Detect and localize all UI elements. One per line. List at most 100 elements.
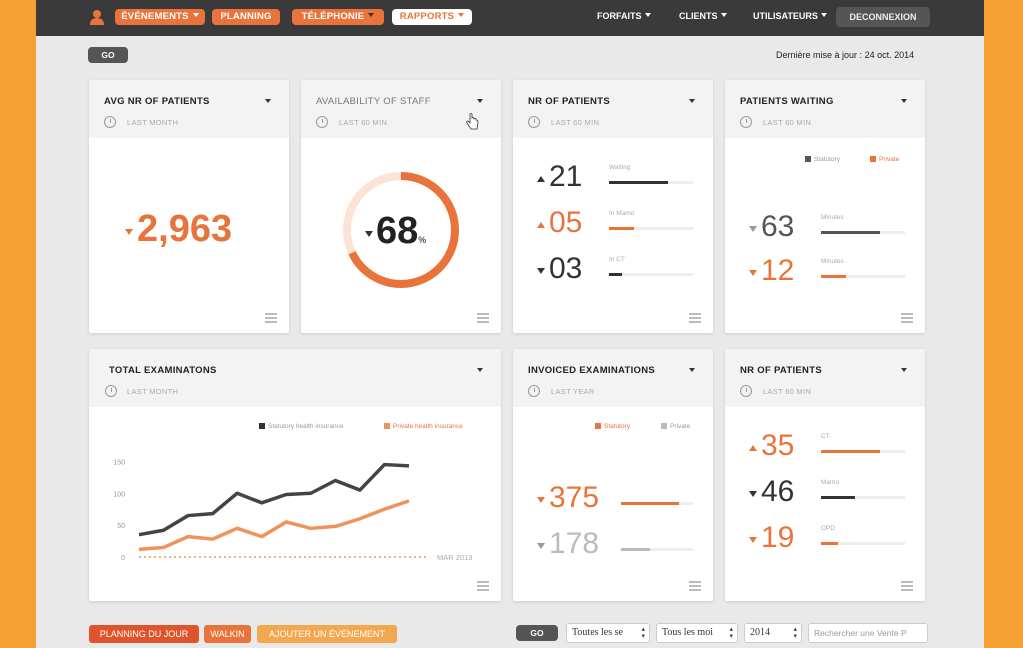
x-axis-label: MAR 2013 xyxy=(437,553,472,562)
menu-icon[interactable] xyxy=(901,313,913,323)
legend-label: Statutory xyxy=(604,423,631,430)
menu-icon[interactable] xyxy=(477,313,489,323)
kpi-label: In Mamo xyxy=(609,210,635,217)
legend-swatch xyxy=(384,423,390,429)
card-period: LAST YEAR xyxy=(551,387,595,396)
kpi-number: 12 xyxy=(761,254,795,287)
card-avg-patients: AVG NR OF PATIENTS LAST MONTH 2,963 xyxy=(89,80,289,333)
nav-label: FORFAITS xyxy=(597,11,642,21)
legend-swatch xyxy=(259,423,265,429)
search-input[interactable]: Rechercher une Vente P xyxy=(808,623,928,643)
year-select[interactable]: 2014 ▴ ▾ xyxy=(744,623,802,643)
nav-evenements[interactable]: ÉVÉNEMENTS xyxy=(115,9,205,25)
card-header xyxy=(725,80,925,138)
add-event-button[interactable]: AJOUTER UN ÉVÉNEMENT xyxy=(257,625,397,643)
chevron-down-icon[interactable] xyxy=(901,368,907,372)
logout-button[interactable]: DECONNEXION xyxy=(836,7,930,27)
kpi-number: 46 xyxy=(761,475,795,508)
kpi-bar xyxy=(821,449,905,453)
go-button[interactable]: GO xyxy=(88,47,128,63)
y-tick-label: 50 xyxy=(117,523,125,530)
trend-up-icon xyxy=(749,444,757,451)
kpi-bar xyxy=(821,230,905,234)
trend-down-icon xyxy=(537,496,545,503)
kpi-bar xyxy=(609,226,693,230)
kpi-number: 05 xyxy=(549,206,583,239)
kpi-value: 2,963 xyxy=(125,208,232,251)
kpi-value: 68% xyxy=(365,210,426,253)
chevron-down-icon[interactable] xyxy=(477,99,483,103)
user-logo-icon[interactable] xyxy=(88,8,106,26)
menu-icon[interactable] xyxy=(689,313,701,323)
week-select[interactable]: Toutes les se ▴ ▾ xyxy=(566,623,650,643)
nav-rapports[interactable]: RAPPORTS xyxy=(392,9,472,25)
kpi-bar-fill xyxy=(609,180,668,184)
card-title: TOTAL EXAMINATONS xyxy=(109,365,217,376)
card-title: NR OF PATIENTS xyxy=(528,96,610,107)
trend-up-icon xyxy=(537,221,545,228)
examinations-line-chart: 0 50 100 150 MAR 2013 xyxy=(113,459,472,562)
nav-label: RAPPORTS xyxy=(399,11,455,22)
card-period: LAST 60 MIN xyxy=(339,118,388,127)
planning-du-jour-button[interactable]: PLANNING DU JOUR xyxy=(89,625,199,643)
kpi-label: Minutes xyxy=(821,258,844,265)
nav-clients[interactable]: CLIENTS xyxy=(679,11,727,21)
trend-down-icon xyxy=(365,231,373,237)
legend-private: Private health insurance xyxy=(384,423,463,430)
nav-utilisateurs[interactable]: UTILISATEURS xyxy=(753,11,827,21)
menu-icon[interactable] xyxy=(689,581,701,591)
month-select[interactable]: Tous les moi ▴ ▾ xyxy=(656,623,738,643)
legend-statutory: Statutory health insurance xyxy=(259,423,344,430)
trend-down-icon xyxy=(537,542,545,549)
footer-go-button[interactable]: GO xyxy=(516,625,558,641)
kpi-number: 35 xyxy=(761,429,795,462)
legend-label: Private xyxy=(670,423,691,430)
clock-icon xyxy=(104,116,116,128)
kpi-label: OPD xyxy=(821,525,836,532)
trend-down-icon xyxy=(749,536,757,543)
card-title: INVOICED EXAMINATIONS xyxy=(528,365,655,376)
kpi-bar-fill xyxy=(621,501,679,505)
menu-icon[interactable] xyxy=(901,581,913,591)
clock-icon xyxy=(105,385,117,397)
last-update: Dernière mise à jour : 24 oct. 2014 xyxy=(776,50,914,60)
chevron-down-icon xyxy=(720,13,727,17)
card-period: LAST MONTH xyxy=(127,118,179,127)
app-window: ÉVÉNEMENTS PLANNING TÉLÉPHONIE RAPPORTS … xyxy=(36,0,984,648)
nav-label: PLANNING xyxy=(220,11,272,22)
select-value: Toutes les se xyxy=(572,627,623,638)
card-header xyxy=(89,80,289,138)
kpi-bar-fill xyxy=(821,495,855,499)
card-period: LAST 60 MIN xyxy=(763,118,812,127)
chevron-down-icon[interactable] xyxy=(265,99,271,103)
card-staff-availability: AVAILABILITY OF STAFF LAST 60 MIN 68% xyxy=(301,80,501,333)
chevron-down-icon xyxy=(192,13,199,17)
menu-icon[interactable] xyxy=(477,581,489,591)
chevron-down-icon[interactable] xyxy=(477,368,483,372)
legend-statutory: Statutory xyxy=(805,156,840,163)
walkin-button[interactable]: WALKIN xyxy=(204,625,251,643)
y-tick-label: 100 xyxy=(113,491,125,498)
chevron-down-icon[interactable] xyxy=(901,99,907,103)
series-line-private xyxy=(138,499,410,552)
chevron-down-icon[interactable] xyxy=(689,99,695,103)
kpi-bar-fill xyxy=(821,449,880,453)
updown-icon: ▴ ▾ xyxy=(793,625,797,640)
y-tick-label: 0 xyxy=(121,555,125,562)
kpi-bar xyxy=(621,547,693,551)
select-value: 2014 xyxy=(750,627,770,638)
legend-statutory: Statutory xyxy=(595,423,630,430)
nav-label: UTILISATEURS xyxy=(753,11,818,21)
menu-icon[interactable] xyxy=(265,313,277,323)
card-header xyxy=(89,349,501,407)
card-header xyxy=(301,80,501,138)
donut-arc xyxy=(343,172,459,288)
nav-telephonie[interactable]: TÉLÉPHONIE xyxy=(292,9,384,25)
chevron-down-icon[interactable] xyxy=(689,368,695,372)
y-tick-label: 150 xyxy=(113,459,125,466)
nav-label: CLIENTS xyxy=(679,11,718,21)
chevron-down-icon xyxy=(644,13,651,17)
nav-forfaits[interactable]: FORFAITS xyxy=(597,11,651,21)
nav-planning[interactable]: PLANNING xyxy=(212,9,280,25)
kpi-label: Minutes xyxy=(821,214,844,221)
